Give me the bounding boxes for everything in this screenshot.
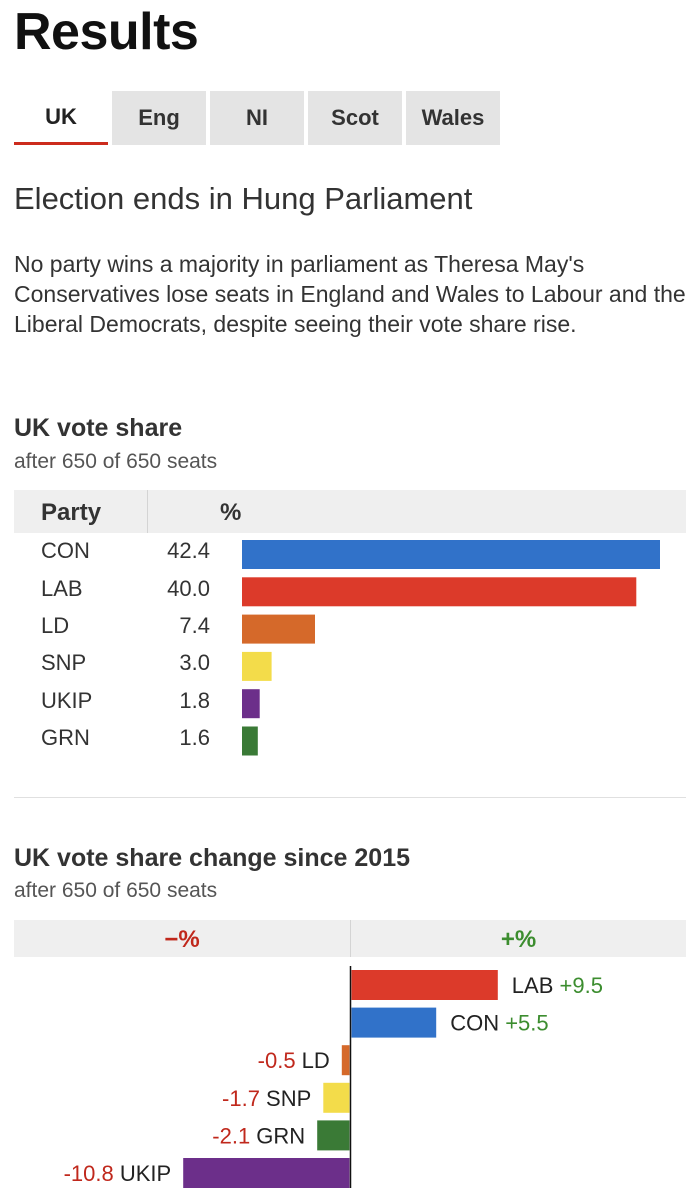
vote-change-header: −% +% bbox=[14, 920, 686, 957]
vote-share-bar-con bbox=[242, 540, 660, 569]
vote-change-bar-ld bbox=[341, 1045, 350, 1076]
vote-change-bar-snp bbox=[323, 1082, 350, 1113]
vote-change-label-snp: -1.7 SNP bbox=[222, 1086, 311, 1111]
section-divider bbox=[14, 797, 686, 798]
vote-change-value-ld: -0.5 bbox=[258, 1048, 302, 1073]
header-divider bbox=[350, 920, 351, 957]
column-header-plus: +% bbox=[500, 926, 537, 953]
vote-change-subtitle: after 650 of 650 seats bbox=[14, 879, 218, 902]
vote-change-bar-ukip bbox=[183, 1158, 350, 1188]
party-label-grn: GRN bbox=[41, 725, 90, 750]
vote-change-value-snp: -1.7 bbox=[222, 1086, 266, 1111]
column-header-party: Party bbox=[41, 499, 102, 526]
column-header-minus: −% bbox=[164, 926, 200, 953]
party-label-con: CON bbox=[41, 538, 90, 563]
vote-change-label-lab: LAB +9.5 bbox=[512, 973, 603, 998]
vote-share-bar-ld bbox=[242, 614, 315, 644]
vote-change-bar-lab bbox=[351, 970, 498, 1000]
vote-change-value-con: +5.5 bbox=[499, 1011, 549, 1036]
vote-change-label-grn: -2.1 GRN bbox=[212, 1123, 305, 1148]
vote-share-value-ld: 7.4 bbox=[179, 613, 210, 638]
vote-share-bars bbox=[242, 540, 660, 756]
tab-wales[interactable]: Wales bbox=[406, 91, 500, 145]
vote-share-bar-lab bbox=[242, 577, 637, 607]
region-tabs: UK Eng NI Scot Wales bbox=[14, 91, 504, 145]
headline: Election ends in Hung Parliament bbox=[14, 181, 473, 216]
tab-eng[interactable]: Eng bbox=[112, 91, 206, 145]
vote-share-value-grn: 1.6 bbox=[179, 725, 210, 750]
vote-change-bar-con bbox=[351, 1007, 437, 1038]
vote-change-value-ukip: -10.8 bbox=[64, 1161, 120, 1186]
party-label-ukip: UKIP bbox=[41, 688, 93, 713]
vote-share-table-header: Party % bbox=[14, 490, 686, 533]
vote-change-label-ld: -0.5 LD bbox=[258, 1048, 330, 1073]
summary-text: No party wins a majority in parliament a… bbox=[14, 251, 686, 337]
vote-share-value-snp: 3.0 bbox=[179, 650, 210, 675]
vote-share-bar-ukip bbox=[242, 689, 260, 719]
tab-scot[interactable]: Scot bbox=[308, 91, 402, 145]
party-label-ld: LD bbox=[41, 613, 70, 638]
column-header-percent: % bbox=[220, 499, 242, 526]
page-title: Results bbox=[14, 3, 199, 61]
header-divider bbox=[147, 490, 148, 533]
vote-share-subtitle: after 650 of 650 seats bbox=[14, 450, 218, 473]
vote-share-value-ukip: 1.8 bbox=[179, 688, 210, 713]
vote-change-value-lab: +9.5 bbox=[553, 973, 603, 998]
vote-share-title: UK vote share bbox=[14, 414, 183, 442]
vote-change-title: UK vote share change since 2015 bbox=[14, 844, 411, 872]
vote-share-value-lab: 40.0 bbox=[167, 576, 210, 601]
vote-change-value-grn: -2.1 bbox=[212, 1123, 256, 1148]
tab-uk[interactable]: UK bbox=[14, 91, 108, 145]
vote-change-label-ukip: -10.8 UKIP bbox=[64, 1161, 172, 1186]
vote-change-bar-grn bbox=[317, 1120, 350, 1151]
vote-share-bar-grn bbox=[242, 726, 258, 756]
vote-share-value-con: 42.4 bbox=[167, 538, 210, 563]
tab-ni[interactable]: NI bbox=[210, 91, 304, 145]
vote-share-bar-snp bbox=[242, 651, 272, 681]
vote-change-label-con: CON +5.5 bbox=[450, 1011, 548, 1036]
party-label-snp: SNP bbox=[41, 650, 87, 675]
party-label-lab: LAB bbox=[41, 576, 83, 601]
